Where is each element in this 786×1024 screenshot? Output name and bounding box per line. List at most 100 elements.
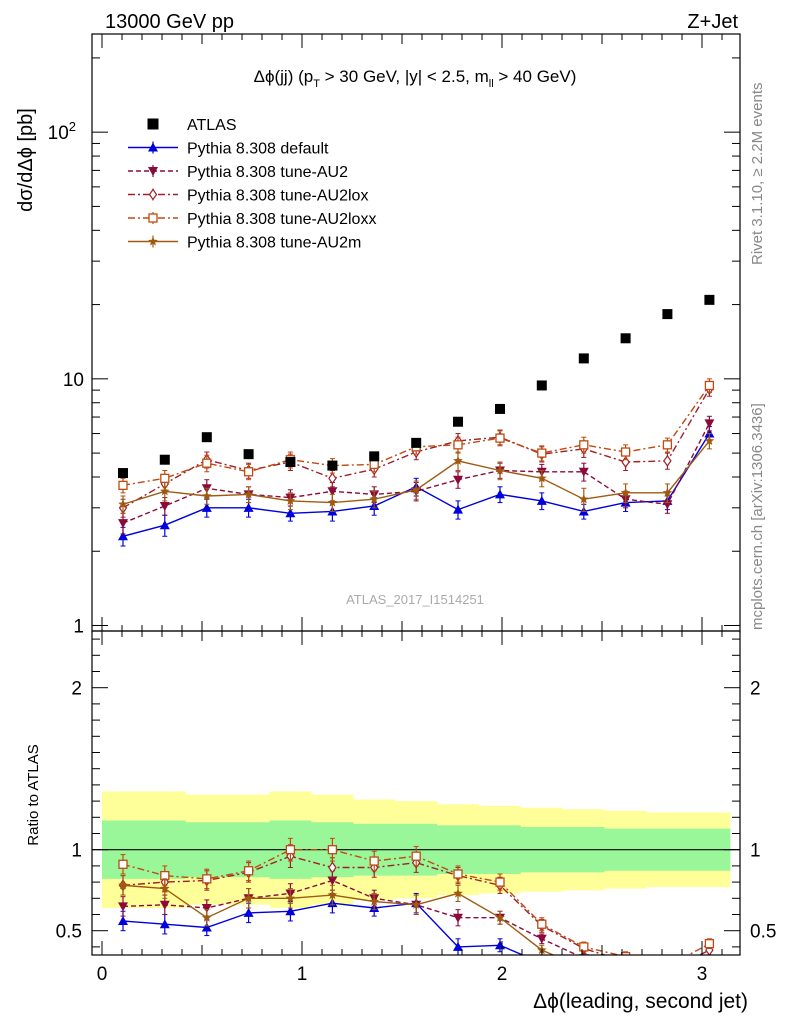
legend-entry-au2loxx: Pythia 8.308 tune-AU2loxx — [128, 211, 376, 228]
main-point-au2m — [537, 473, 547, 483]
legend-label-au2loxx: Pythia 8.308 tune-AU2loxx — [187, 211, 376, 228]
ratio-point-au2lox — [328, 861, 337, 874]
legend-marker-au2 — [148, 167, 158, 176]
main-point-au2m — [285, 495, 296, 505]
ratio-y-tick-label-right: 0.5 — [750, 922, 776, 943]
ratio-point-default — [118, 915, 128, 925]
main-point-au2m — [495, 465, 505, 475]
main-point-atlas — [285, 457, 296, 468]
main-series-au2m — [118, 433, 715, 514]
ratio-point-au2loxx — [327, 845, 338, 855]
main-point-default — [536, 495, 547, 505]
ratio-tick-labels: 0.5 0.5 1 1 2 2 0 1 2 3 — [56, 679, 777, 985]
ratio-axis-ticks — [92, 631, 740, 955]
mcplots-label: mcplots.cern.ch [arXiv:1306.3436] — [749, 403, 766, 630]
ratio-point-au2 — [118, 902, 128, 912]
legend-label-atlas: ATLAS — [187, 117, 237, 134]
main-point-au2m — [118, 499, 128, 509]
ratio-point-au2m — [118, 880, 128, 890]
legend: ATLAS Pythia 8.308 default Pythia 8.308 tu… — [128, 117, 376, 252]
legend-marker-au2m — [148, 236, 158, 246]
ratio-point-au2 — [159, 900, 170, 910]
legend-marker-au2lox — [148, 188, 158, 201]
ratio-point-default — [159, 919, 170, 929]
main-point-au2loxx — [704, 380, 715, 391]
ratio-point-au2m — [160, 883, 170, 893]
ratio-point-au2loxx — [495, 877, 505, 887]
main-series-layer — [118, 294, 715, 547]
ratio-point-default — [243, 907, 254, 917]
main-point-atlas — [201, 432, 212, 443]
main-point-atlas — [662, 309, 673, 320]
ratio-y-tick-label-right: 1 — [750, 841, 761, 862]
main-point-au2m — [579, 494, 589, 504]
ratio-point-au2loxx — [620, 951, 631, 955]
main-point-au2m — [202, 491, 212, 500]
main-point-au2loxx — [453, 440, 463, 450]
rivet-label: Rivet 3.1.10, ≥ 2.2M events — [749, 83, 766, 266]
ratio-point-au2loxx — [243, 866, 254, 876]
ratio-point-au2loxx — [411, 851, 421, 861]
x-tick-label: 3 — [697, 964, 708, 985]
main-point-au2m — [662, 487, 673, 497]
ratio-point-au2m — [243, 893, 254, 903]
main-y-tick-label: 10 — [63, 370, 84, 391]
main-point-atlas — [620, 333, 631, 344]
main-point-au2 — [578, 467, 589, 477]
ratio-point-au2m — [327, 890, 338, 900]
main-point-atlas — [411, 437, 422, 448]
main-point-default — [495, 489, 505, 499]
main-point-atlas — [243, 449, 254, 460]
ratio-point-au2m — [453, 888, 463, 898]
ratio-point-au2 — [536, 934, 547, 944]
legend-marker-au2loxx — [148, 213, 158, 223]
ratio-panel: 0.5 0.5 1 1 2 2 0 1 2 3 Ratio to ATLAS Δϕ(leading… — [25, 630, 777, 1013]
main-point-au2loxx — [620, 447, 631, 457]
ratio-y-tick-label-right: 2 — [750, 679, 761, 700]
main-point-atlas — [118, 468, 128, 479]
ratio-frame — [91, 630, 741, 956]
main-y-axis-label: dσ/dΔϕ [pb] — [15, 108, 37, 212]
main-point-au2 — [327, 487, 338, 497]
main-point-au2m — [411, 484, 421, 494]
legend-label-au2m: Pythia 8.308 tune-AU2m — [187, 235, 361, 252]
ratio-point-au2loxx — [579, 942, 589, 952]
main-point-atlas — [578, 353, 589, 364]
main-title: Δϕ(jj) (pT > 30 GeV, |y| < 2.5, mll > 40… — [254, 67, 577, 90]
main-point-au2m — [369, 494, 379, 504]
legend-label-au2: Pythia 8.308 tune-AU2 — [187, 164, 348, 181]
ratio-point-au2m — [369, 896, 379, 906]
main-point-au2 — [118, 519, 128, 529]
main-point-au2lox — [328, 472, 337, 485]
legend-label-au2lox: Pythia 8.308 tune-AU2lox — [187, 188, 368, 205]
main-point-au2m — [160, 486, 170, 496]
x-tick-label: 2 — [497, 964, 508, 985]
ratio-point-default — [453, 941, 463, 951]
main-point-au2lox — [663, 454, 672, 467]
legend-entry-au2: Pythia 8.308 tune-AU2 — [128, 164, 348, 181]
ratio-point-au2 — [453, 913, 463, 923]
main-point-au2loxx — [662, 440, 673, 450]
main-point-au2loxx — [537, 448, 547, 458]
main-point-default — [159, 520, 170, 530]
ratio-point-au2m — [285, 893, 296, 903]
ratio-y-tick-label: 1 — [71, 841, 82, 862]
ratio-point-au2loxx — [202, 874, 212, 884]
main-line-au2 — [122, 422, 711, 524]
main-point-au2m — [704, 435, 715, 445]
main-point-default — [285, 508, 296, 518]
main-y-tick-labels: 1 10 102 — [48, 119, 84, 637]
main-y-tick-label: 1 — [73, 617, 84, 638]
main-point-atlas — [495, 403, 505, 414]
main-point-atlas — [453, 416, 463, 427]
x-tick-label: 0 — [97, 964, 108, 985]
main-point-au2loxx — [243, 467, 254, 477]
main-point-au2loxx — [495, 433, 505, 443]
main-axis-ticks — [92, 34, 740, 631]
ratio-point-au2 — [327, 876, 338, 886]
legend-label-default: Pythia 8.308 default — [187, 141, 329, 158]
legend-marker-default — [148, 142, 158, 152]
legend-marker-atlas — [147, 118, 159, 130]
ratio-point-au2loxx — [537, 919, 547, 929]
